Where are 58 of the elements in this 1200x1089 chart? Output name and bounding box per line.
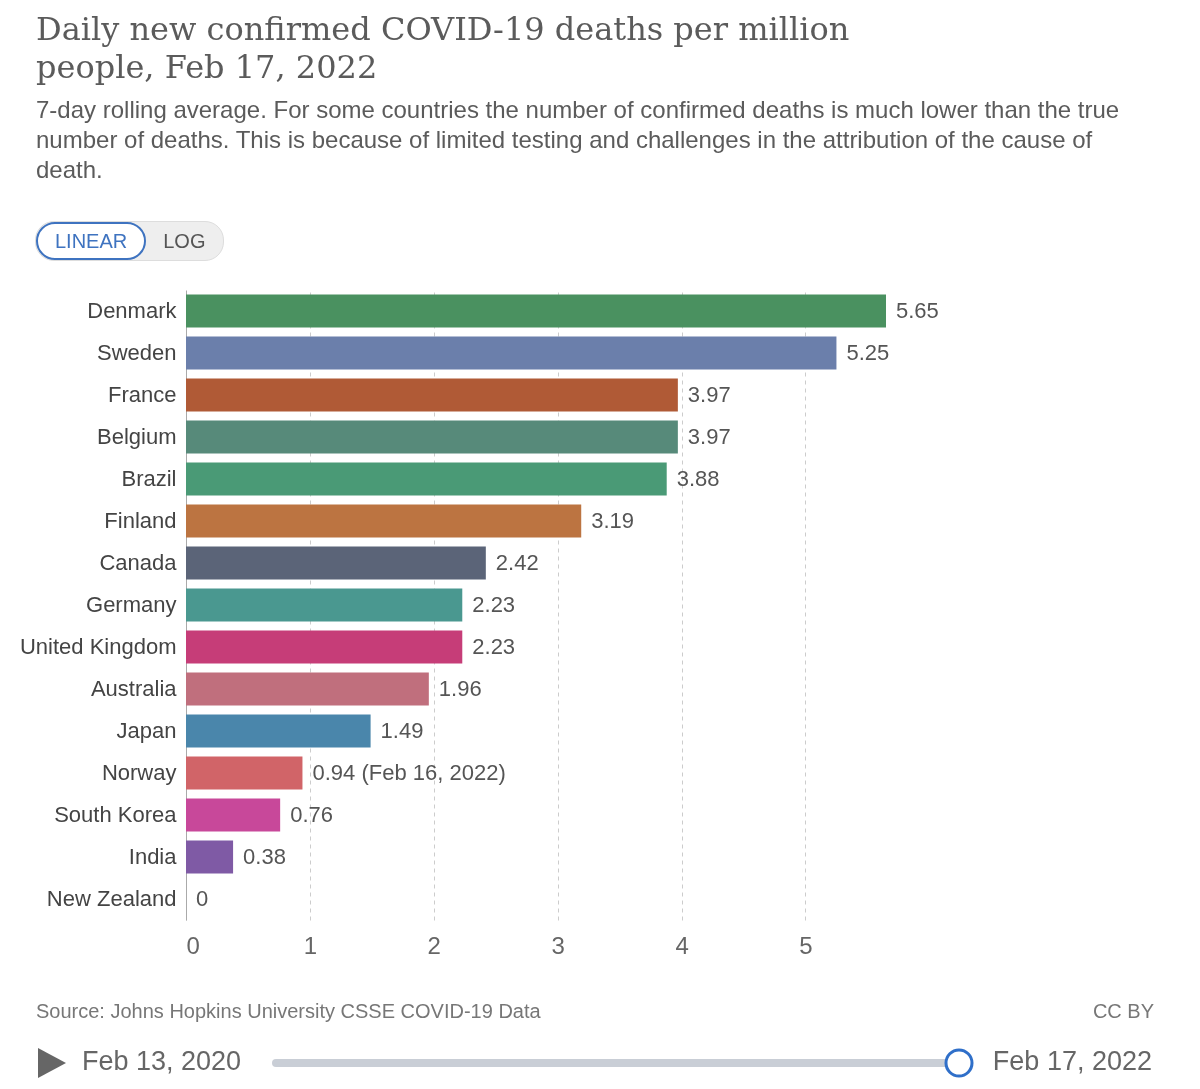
text: CC BY <box>1092 1000 1154 1023</box>
data-label: 0.76 <box>290 802 333 827</box>
data-label: 3.88 <box>676 466 720 491</box>
data-label: 0.94 (Feb 16, 2022) <box>312 760 506 785</box>
bar <box>186 672 429 706</box>
bar <box>186 294 886 328</box>
data-label: 1.49 <box>380 718 424 743</box>
data-label: 0 <box>196 886 209 911</box>
data-label: 3.19 <box>591 508 635 533</box>
data-label: 0.38 <box>243 844 286 869</box>
chart-subtitle: 7-day rolling average. For some countries the number of confirmed deaths is much lower than the true number of deaths. This is because of limited testing and challenges in the attribution of the cause of death. <box>36 95 1121 185</box>
bar <box>186 546 486 580</box>
y-tick-label: Germany <box>86 592 177 617</box>
y-tick-label: Brazil <box>121 466 177 491</box>
x-tick-label: 3 <box>551 931 565 959</box>
data-label: 5.25 <box>846 340 890 365</box>
text: Feb 13, 2020 <box>82 1046 242 1077</box>
bar <box>186 378 678 412</box>
source-note: Source: Johns Hopkins University CSSE COVID-19 Data <box>36 1000 541 1023</box>
data-label: 2.42 <box>495 550 539 575</box>
bar <box>186 714 371 748</box>
y-tick-label: Canada <box>99 550 178 575</box>
bar <box>186 756 303 790</box>
data-label: 1.96 <box>438 676 482 701</box>
bar <box>186 336 837 370</box>
chart-title: Daily new confirmed COVID-19 deaths per million people, Feb 17, 2022 <box>36 10 851 86</box>
y-tick-label: Denmark <box>87 298 178 323</box>
text: Feb 17, 2022 <box>992 1046 1152 1077</box>
y-tick-label: Japan <box>116 718 177 743</box>
bar <box>186 798 281 832</box>
bar <box>186 462 667 496</box>
x-tick-label: 4 <box>675 931 689 959</box>
y-tick-label: Sweden <box>96 340 177 365</box>
y-tick-label: India <box>128 844 178 869</box>
bar <box>186 840 234 874</box>
bar <box>186 504 582 538</box>
x-tick-label: 5 <box>799 931 813 959</box>
x-tick-label: 1 <box>303 931 318 959</box>
bar <box>186 420 678 454</box>
y-tick-label: New Zealand <box>46 886 177 911</box>
x-tick-label: 2 <box>427 931 441 959</box>
text: LINEAR <box>36 222 147 260</box>
bar <box>186 630 463 664</box>
y-tick-label: Norway <box>101 760 177 785</box>
y-tick-label: United Kingdom <box>19 634 177 659</box>
data-label: 3.97 <box>687 424 731 449</box>
y-tick-label: Australia <box>90 676 178 701</box>
data-label: 2.23 <box>472 634 516 659</box>
y-tick-label: South Korea <box>54 802 178 827</box>
y-tick-label: Belgium <box>97 424 177 449</box>
data-label: 2.23 <box>472 592 516 617</box>
y-tick-label: France <box>108 382 177 407</box>
y-tick-label: Finland <box>104 508 177 533</box>
text: LOG <box>162 229 207 254</box>
bar <box>186 588 463 622</box>
x-tick-label: 0 <box>186 931 200 959</box>
data-label: 3.97 <box>687 382 731 407</box>
data-label: 5.65 <box>896 298 939 323</box>
